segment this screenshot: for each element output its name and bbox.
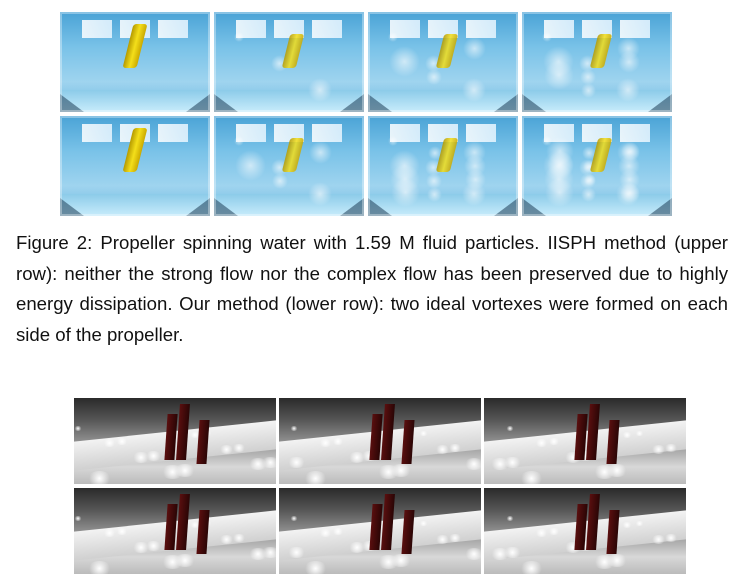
pillar-frame xyxy=(279,488,481,574)
pillar-frame xyxy=(74,488,276,574)
figure-label: Figure 2: xyxy=(16,232,93,253)
figure-caption: Figure 2: Propeller spinning water with … xyxy=(16,228,728,350)
pillar xyxy=(606,510,620,554)
pillar xyxy=(401,420,415,464)
pillar-frame xyxy=(279,398,481,484)
pillar-simulation-figure xyxy=(74,398,686,574)
water-frame xyxy=(60,12,210,112)
water-frame xyxy=(60,116,210,216)
water-frame xyxy=(368,116,518,216)
pillar-frame xyxy=(74,398,276,484)
water-frame xyxy=(214,12,364,112)
propeller-simulation-figure xyxy=(60,12,672,216)
water-frame xyxy=(522,12,672,112)
caption-text: Propeller spinning water with 1.59 M flu… xyxy=(16,232,728,345)
pillar xyxy=(606,420,620,464)
water-frame xyxy=(368,12,518,112)
water-frame xyxy=(214,116,364,216)
pillar-frame xyxy=(484,488,686,574)
pillar-frame xyxy=(484,398,686,484)
pillar xyxy=(196,510,210,554)
pillar xyxy=(401,510,415,554)
water-frame xyxy=(522,116,672,216)
pillar xyxy=(196,420,210,464)
